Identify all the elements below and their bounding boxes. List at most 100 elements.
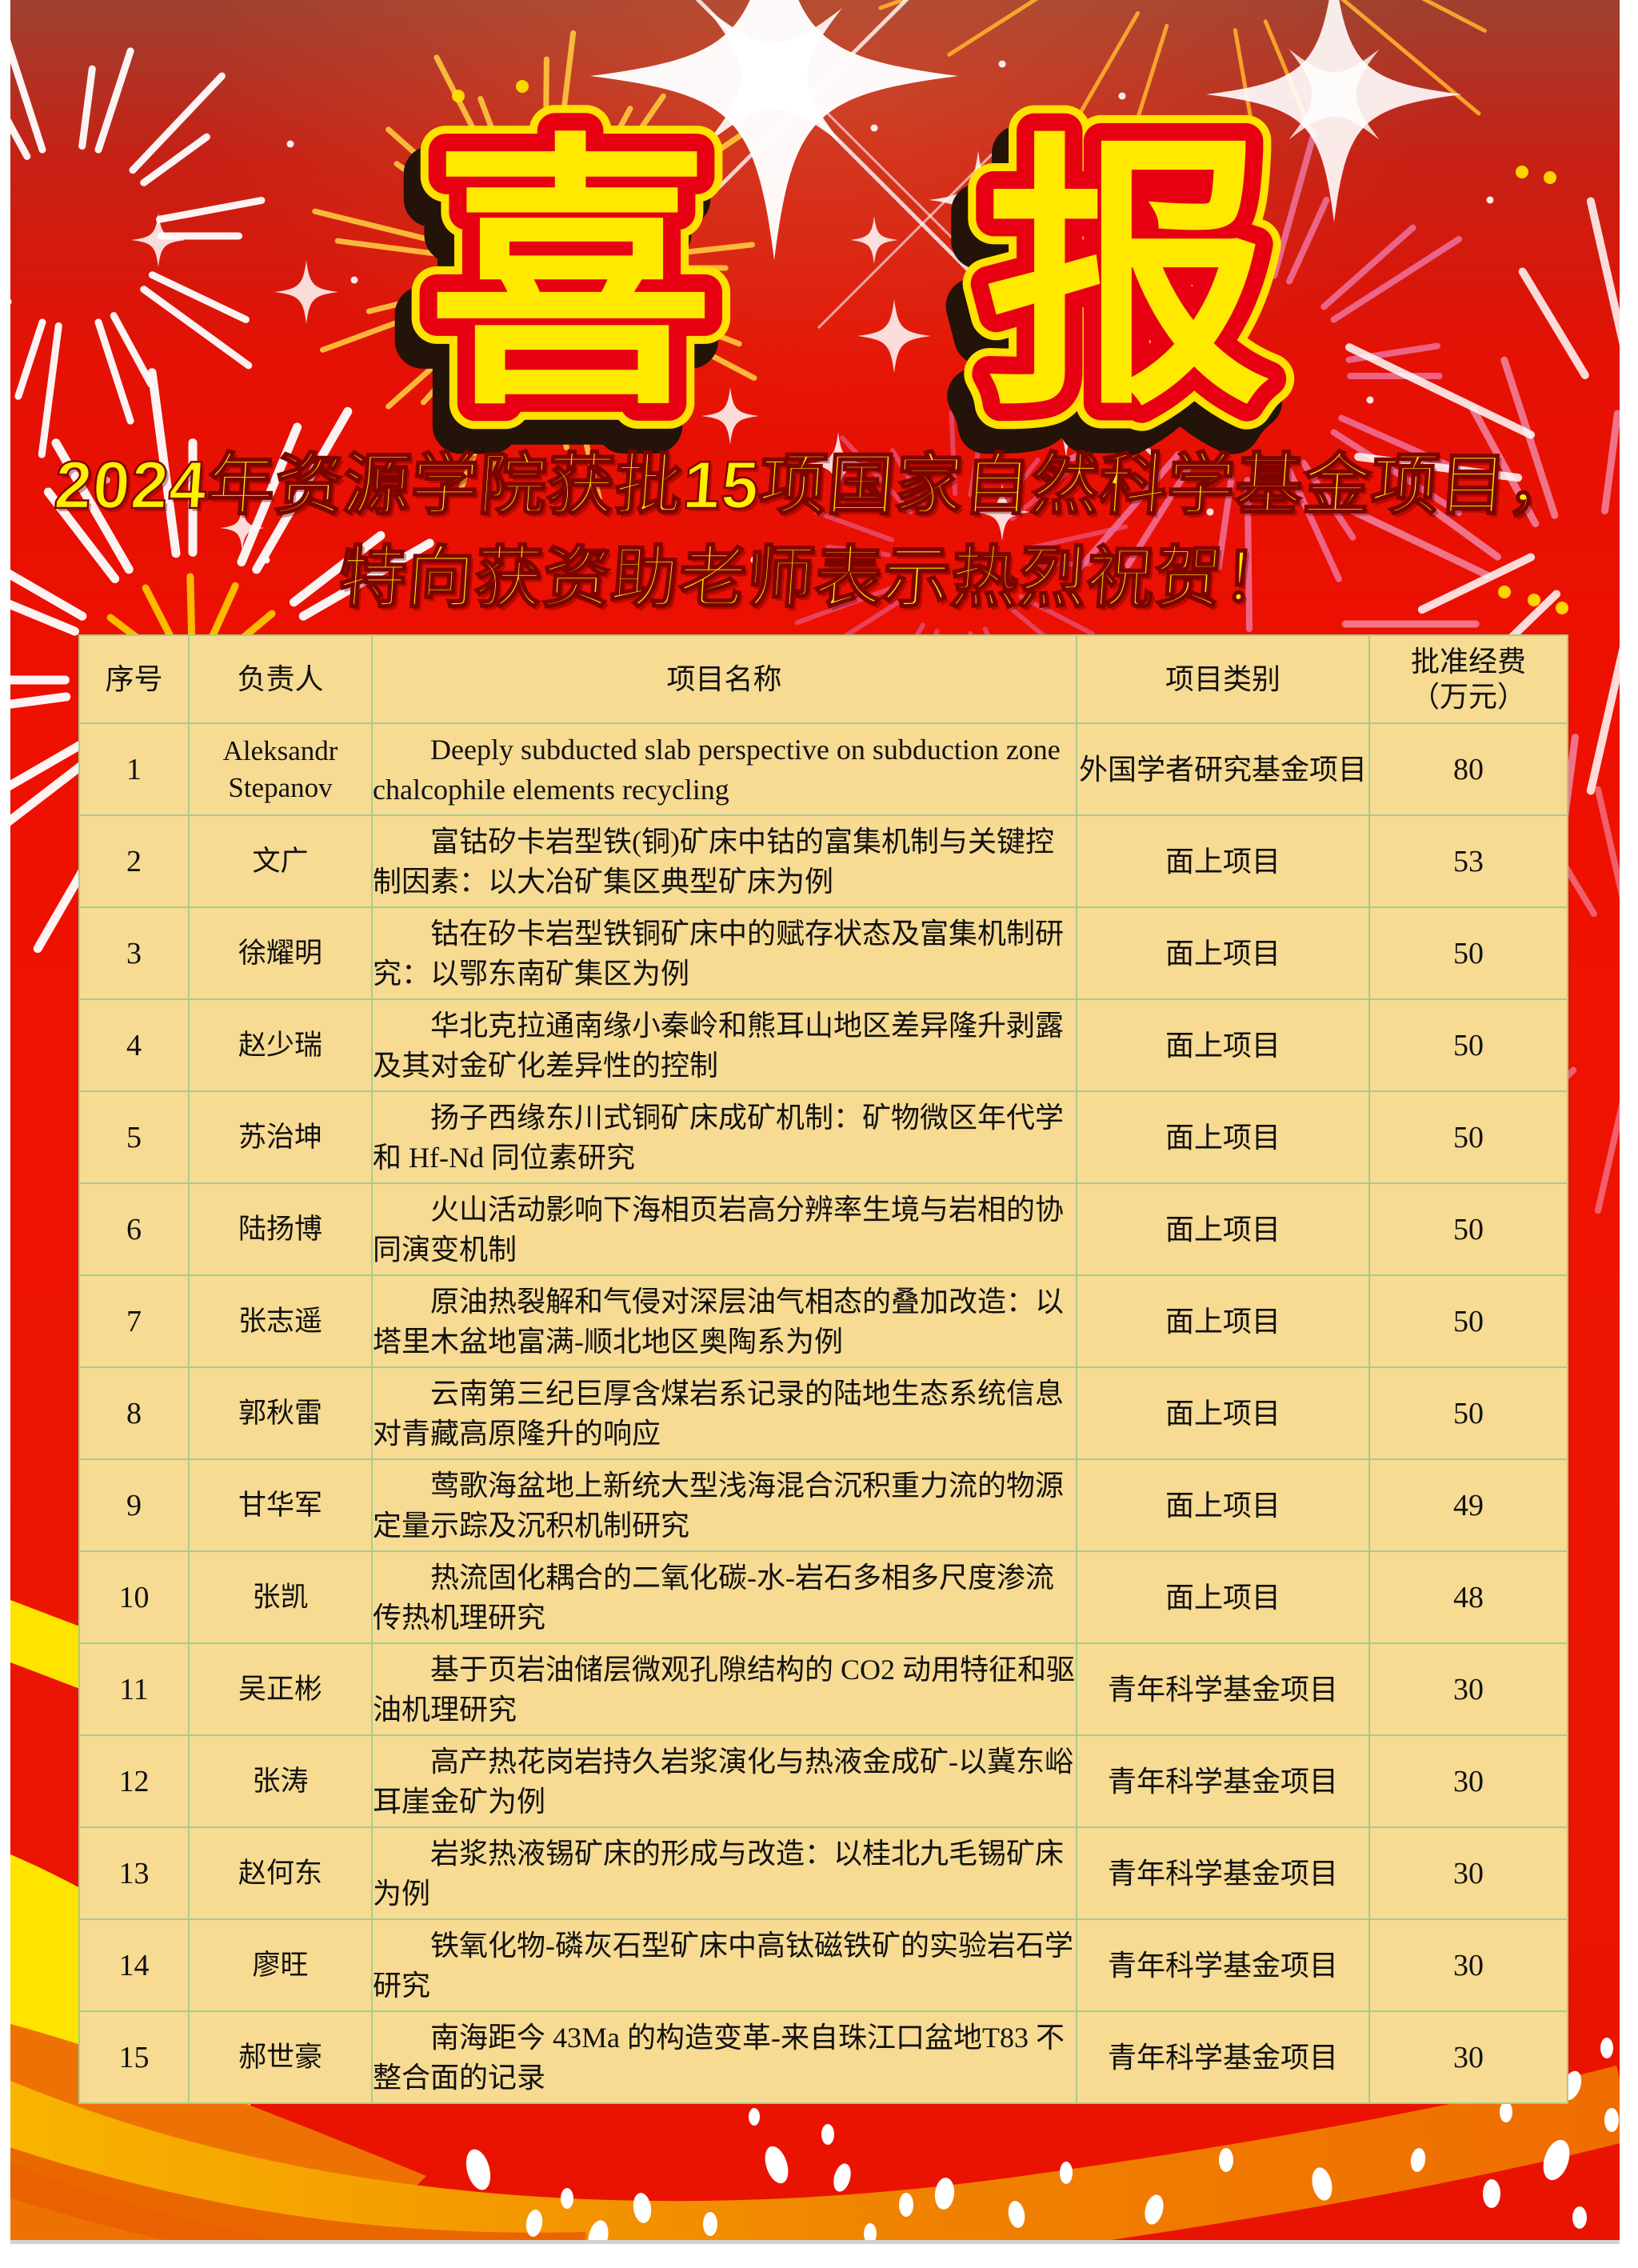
cell-title: 火山活动影响下海相页岩高分辨率生境与岩相的协同演变机制: [371, 1182, 1077, 1276]
column-header-category: 项目类别: [1076, 634, 1370, 724]
table-row: 13 赵何东 岩浆热液锡矿床的形成与改造：以桂北九毛锡矿床为例 青年科学基金项目…: [78, 1826, 1568, 1920]
cell-title: 云南第三纪巨厚含煤岩系记录的陆地生态系统信息对青藏高原隆升的响应: [371, 1366, 1077, 1460]
banner-line-2: 特向获资助老师表示热烈祝贺！: [335, 539, 1294, 617]
cell-category: 面上项目: [1076, 1550, 1370, 1644]
column-header-funding: 批准经费 （万元）: [1368, 634, 1568, 724]
cell-pi: 文广: [188, 814, 373, 908]
cell-title: 扬子西缘东川式铜矿床成矿机制：矿物微区年代学和 Hf-Nd 同位素研究: [371, 1090, 1077, 1184]
column-header-funding-line1: 批准经费: [1410, 645, 1526, 678]
table-row: 12 张涛 高产热花岗岩持久岩浆演化与热液金成矿-以冀东峪耳崖金矿为例 青年科学…: [78, 1734, 1568, 1828]
cell-funding: 50: [1368, 1090, 1568, 1184]
table-row: 5 苏治坤 扬子西缘东川式铜矿床成矿机制：矿物微区年代学和 Hf-Nd 同位素研…: [78, 1090, 1568, 1184]
cell-no: 11: [78, 1642, 190, 1736]
cell-funding: 50: [1368, 906, 1568, 1000]
table-row: 15 郝世豪 南海距今 43Ma 的构造变革-来自珠江口盆地T83 不整合面的记…: [78, 2010, 1568, 2104]
title-char-shadow: 报: [970, 134, 1256, 466]
table-row: 6 陆扬博 火山活动影响下海相页岩高分辨率生境与岩相的协同演变机制 面上项目 5…: [78, 1182, 1568, 1276]
table-row: 1 Aleksandr Stepanov Deeply subducted sl…: [78, 722, 1568, 816]
cell-pi: 郭秋雷: [188, 1366, 373, 1460]
cell-pi: 苏治坤: [188, 1090, 373, 1184]
title-char-fill: 喜: [428, 111, 714, 444]
cell-funding: 30: [1368, 2010, 1568, 2104]
cell-no: 7: [78, 1274, 190, 1368]
cell-category: 青年科学基金项目: [1076, 1918, 1370, 2012]
cell-no: 14: [78, 1918, 190, 2012]
cell-no: 1: [78, 722, 190, 816]
cell-funding: 80: [1368, 722, 1568, 816]
cell-pi: 赵少瑞: [188, 998, 373, 1092]
table-row: 10 张凯 热流固化耦合的二氧化碳-水-岩石多相多尺度渗流传热机理研究 面上项目…: [78, 1550, 1568, 1644]
cell-funding: 49: [1368, 1458, 1568, 1552]
cell-funding: 48: [1368, 1550, 1568, 1644]
cell-category: 面上项目: [1076, 1182, 1370, 1276]
cell-funding: 30: [1368, 1734, 1568, 1828]
cell-funding: 30: [1368, 1918, 1568, 2012]
title-char-red-ring: 喜: [428, 111, 714, 444]
cell-category: 面上项目: [1076, 814, 1370, 908]
grants-table: 序号 负责人 项目名称 项目类别 批准经费 （万元） 1 Aleksandr S…: [78, 634, 1568, 2104]
cell-title: Deeply subducted slab perspective on sub…: [371, 722, 1077, 816]
cell-title: 原油热裂解和气侵对深层油气相态的叠加改造：以塔里木盆地富满-顺北地区奥陶系为例: [371, 1274, 1077, 1368]
column-header-funding-line2: （万元）: [1410, 680, 1526, 713]
table-row: 2 文广 富钴矽卡岩型铁(铜)矿床中钴的富集机制与关键控制因素：以大冶矿集区典型…: [78, 814, 1568, 908]
cell-pi: 廖旺: [188, 1918, 373, 2012]
table-row: 4 赵少瑞 华北克拉通南缘小秦岭和熊耳山地区差异隆升剥露及其对金矿化差异性的控制…: [78, 998, 1568, 1092]
cell-title: 富钴矽卡岩型铁(铜)矿床中钴的富集机制与关键控制因素：以大冶矿集区典型矿床为例: [371, 814, 1077, 908]
table-row: 7 张志遥 原油热裂解和气侵对深层油气相态的叠加改造：以塔里木盆地富满-顺北地区…: [78, 1274, 1568, 1368]
cell-pi: 吴正彬: [188, 1642, 373, 1736]
cell-title: 南海距今 43Ma 的构造变革-来自珠江口盆地T83 不整合面的记录: [371, 2010, 1077, 2104]
table-row: 8 郭秋雷 云南第三纪巨厚含煤岩系记录的陆地生态系统信息对青藏高原隆升的响应 面…: [78, 1366, 1568, 1460]
cell-category: 青年科学基金项目: [1076, 1734, 1370, 1828]
grants-table-body: 1 Aleksandr Stepanov Deeply subducted sl…: [78, 722, 1568, 2104]
cell-funding: 30: [1368, 1642, 1568, 1736]
cell-category: 青年科学基金项目: [1076, 2010, 1370, 2104]
table-row: 11 吴正彬 基于页岩油储层微观孔隙结构的 CO2 动用特征和驱油机理研究 青年…: [78, 1642, 1568, 1736]
title-char-outer-yellow: 报: [985, 111, 1271, 444]
cell-funding: 50: [1368, 1182, 1568, 1276]
poster-background: 喜 喜 喜 喜 报 报 报 报 2024年资源学院获批15项国家自然科学基金项目…: [10, 0, 1620, 2244]
cell-no: 13: [78, 1826, 190, 1920]
cell-funding: 30: [1368, 1826, 1568, 1920]
cell-title: 基于页岩油储层微观孔隙结构的 CO2 动用特征和驱油机理研究: [371, 1642, 1077, 1736]
cell-no: 6: [78, 1182, 190, 1276]
cell-pi: Aleksandr Stepanov: [188, 722, 373, 816]
cell-category: 面上项目: [1076, 1090, 1370, 1184]
cell-category: 面上项目: [1076, 998, 1370, 1092]
cell-no: 12: [78, 1734, 190, 1828]
cell-title: 岩浆热液锡矿床的形成与改造：以桂北九毛锡矿床为例: [371, 1826, 1077, 1920]
cell-pi: 郝世豪: [188, 2010, 373, 2104]
cell-funding: 50: [1368, 998, 1568, 1092]
cell-title: 热流固化耦合的二氧化碳-水-岩石多相多尺度渗流传热机理研究: [371, 1550, 1077, 1644]
cell-no: 4: [78, 998, 190, 1092]
column-header-title: 项目名称: [371, 634, 1077, 724]
cell-no: 9: [78, 1458, 190, 1552]
cell-no: 15: [78, 2010, 190, 2104]
cell-pi: 赵何东: [188, 1826, 373, 1920]
title-char-red-ring: 报: [985, 111, 1271, 444]
cell-title: 华北克拉通南缘小秦岭和熊耳山地区差异隆升剥露及其对金矿化差异性的控制: [371, 998, 1077, 1092]
banner-line-1: 2024年资源学院获批15项国家自然科学基金项目，: [51, 446, 1579, 524]
cell-category: 面上项目: [1076, 1366, 1370, 1460]
cell-title: 莺歌海盆地上新统大型浅海混合沉积重力流的物源定量示踪及沉积机制研究: [371, 1458, 1077, 1552]
table-row: 9 甘华军 莺歌海盆地上新统大型浅海混合沉积重力流的物源定量示踪及沉积机制研究 …: [78, 1458, 1568, 1552]
cell-title: 高产热花岗岩持久岩浆演化与热液金成矿-以冀东峪耳崖金矿为例: [371, 1734, 1077, 1828]
cell-no: 3: [78, 906, 190, 1000]
cell-pi: 陆扬博: [188, 1182, 373, 1276]
cell-funding: 50: [1368, 1274, 1568, 1368]
cell-funding: 53: [1368, 814, 1568, 908]
cell-pi: 张凯: [188, 1550, 373, 1644]
cell-pi: 徐耀明: [188, 906, 373, 1000]
cell-no: 2: [78, 814, 190, 908]
cell-no: 5: [78, 1090, 190, 1184]
cell-title: 铁氧化物-磷灰石型矿床中高钛磁铁矿的实验岩石学研究: [371, 1918, 1077, 2012]
cell-title: 钴在矽卡岩型铁铜矿床中的赋存状态及富集机制研究：以鄂东南矿集区为例: [371, 906, 1077, 1000]
poster-title: 喜 喜 喜 喜 报 报 报 报: [386, 86, 1296, 494]
title-char-outer-yellow: 喜: [428, 111, 714, 444]
table-row: 14 廖旺 铁氧化物-磷灰石型矿床中高钛磁铁矿的实验岩石学研究 青年科学基金项目…: [78, 1918, 1568, 2012]
cell-pi: 甘华军: [188, 1458, 373, 1552]
poster-bottom-edge: [10, 2240, 1620, 2244]
cell-no: 10: [78, 1550, 190, 1644]
cell-category: 青年科学基金项目: [1076, 1642, 1370, 1736]
column-header-no: 序号: [78, 634, 190, 724]
